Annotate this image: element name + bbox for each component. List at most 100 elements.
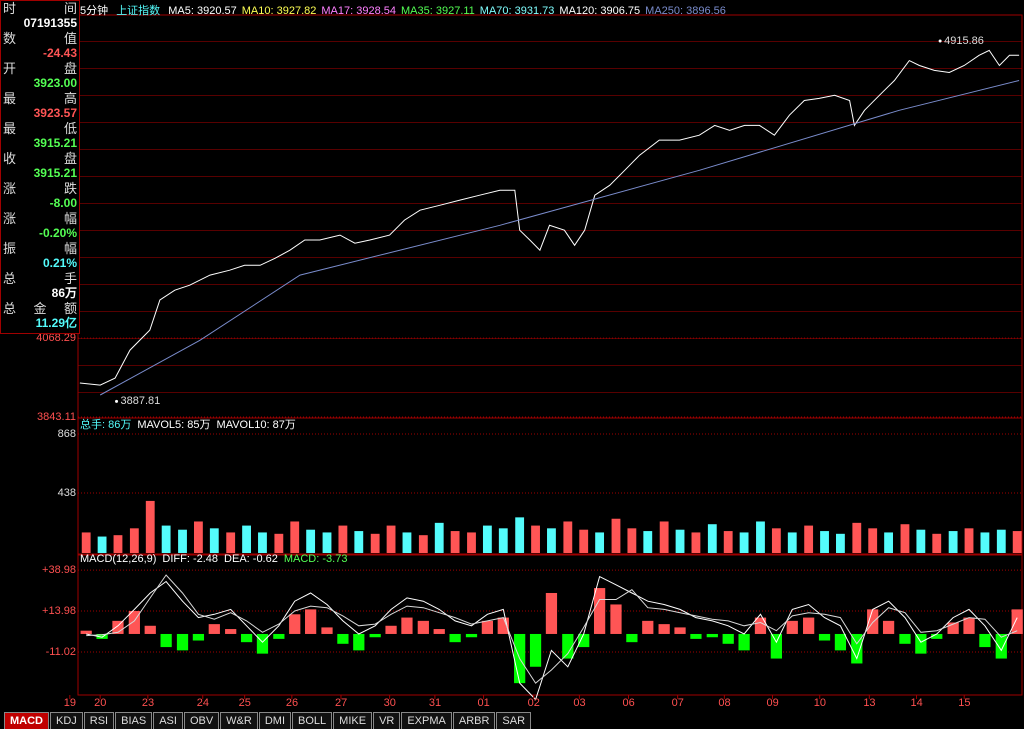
series-line	[86, 574, 1018, 684]
tab[interactable]: W&R	[220, 712, 258, 729]
info-row: 总手 86万	[1, 271, 79, 301]
panel-legend: MAVOL5: 85万	[137, 419, 210, 431]
macd-bar	[642, 620, 654, 634]
tab[interactable]: DMI	[258, 712, 292, 729]
y-tick-label: -11.02	[46, 646, 76, 658]
volume-bar	[434, 522, 444, 553]
panel-legend: MACD: -3.73	[284, 553, 348, 565]
macd-bar	[706, 633, 718, 638]
volume-bar	[691, 532, 701, 553]
x-tick-label: 24	[197, 697, 209, 709]
x-tick-label: 13	[863, 697, 875, 709]
volume-bar	[258, 532, 267, 553]
tab[interactable]: EXPMA	[401, 712, 452, 729]
info-label: 最低	[3, 121, 77, 136]
info-row: 振幅 0.21%	[1, 241, 79, 271]
macd-bar	[899, 633, 911, 644]
volume-bar	[916, 529, 926, 553]
volume-bar	[884, 532, 894, 553]
macd-bar	[529, 633, 542, 667]
volume-bar	[242, 525, 251, 553]
tab[interactable]: BOLL	[292, 712, 333, 729]
volume-bar	[274, 533, 284, 553]
volume-bar	[482, 525, 492, 553]
x-tick-label: 20	[94, 697, 106, 709]
volume-bar	[836, 533, 845, 553]
x-tick-label: 30	[384, 697, 396, 709]
volume-bar	[771, 528, 781, 553]
volume-bar	[515, 517, 525, 553]
macd-bar	[176, 633, 189, 651]
x-tick-label: 03	[573, 697, 585, 709]
x-tick-label: 06	[623, 697, 635, 709]
macd-bar	[449, 633, 461, 643]
macd-bar	[160, 633, 172, 648]
tab[interactable]: RSI	[83, 712, 115, 729]
macd-bar	[562, 633, 574, 659]
tab[interactable]: BIAS	[115, 712, 153, 729]
volume-bar	[804, 525, 814, 553]
volume-bar	[900, 524, 910, 553]
macd-bar	[417, 620, 429, 634]
macd-bar	[337, 633, 349, 644]
x-tick-label: 27	[335, 697, 347, 709]
price-frame	[77, 14, 1023, 419]
macd-bar	[690, 633, 702, 639]
tab[interactable]: SAR	[496, 712, 532, 729]
info-value: 3915.21	[33, 136, 77, 150]
volume-bar	[467, 532, 476, 553]
x-tick-label: 08	[718, 697, 730, 709]
macd-bar	[722, 633, 734, 644]
tab[interactable]: MIKE	[333, 712, 373, 729]
volume-bar	[547, 528, 556, 553]
volume-bar	[643, 531, 653, 553]
tab[interactable]: MACD	[4, 712, 49, 729]
info-label: 涨幅	[3, 211, 77, 226]
info-row: 总金额 11.29亿	[1, 301, 79, 331]
volume-bar	[418, 535, 428, 553]
macd-bar	[401, 617, 413, 634]
macd-bar	[770, 633, 782, 659]
tab[interactable]: OBV	[183, 712, 220, 729]
info-value: 86万	[51, 286, 77, 300]
y-tick-label: +38.98	[42, 564, 76, 576]
y-tick-label: 438	[58, 487, 76, 499]
volume-bar	[707, 524, 717, 553]
tab[interactable]: ARBR	[452, 712, 496, 729]
x-tick-label: 26	[286, 697, 298, 709]
info-label: 最高	[3, 91, 77, 106]
info-label: 总金额	[3, 301, 77, 316]
info-row: 涨跌 -8.00	[1, 181, 79, 211]
panel-legend: 总手: 86万	[80, 417, 131, 431]
volume-bar	[386, 525, 396, 553]
info-value: 3915.21	[33, 166, 77, 180]
panel-legend: MAVOL10: 87万	[217, 419, 296, 431]
volume-bar	[306, 529, 316, 553]
indicator-tabs: MACD KDJ RSI BIAS ASI OBV W&R DMI BOLL MIKE VR EXPM…	[4, 712, 532, 729]
volume-bar	[563, 521, 573, 553]
series-line	[99, 80, 1020, 396]
x-tick-label: 09	[767, 697, 779, 709]
macd-bar	[128, 611, 140, 634]
volume-bar	[948, 531, 958, 553]
volume-bar	[209, 528, 219, 553]
macd-bar	[385, 625, 397, 634]
info-label: 总手	[3, 271, 77, 286]
info-label: 振幅	[3, 241, 77, 256]
y-tick-label: +13.98	[42, 605, 76, 617]
volume-bar	[659, 521, 669, 553]
ma-value: MA120: 3906.75	[559, 5, 641, 17]
tab[interactable]: VR	[373, 712, 401, 729]
series-line	[86, 575, 1018, 701]
volume-bar	[322, 532, 332, 553]
tab[interactable]: ASI	[153, 712, 183, 729]
tab[interactable]: KDJ	[50, 712, 83, 729]
macd-bar	[273, 633, 285, 639]
info-value: 07191355	[23, 16, 77, 30]
info-value: 3923.57	[33, 106, 77, 120]
volume-bar	[595, 532, 605, 553]
x-tick-label: 02	[528, 697, 540, 709]
symbol: 上证指数	[116, 5, 161, 17]
macd-bar	[96, 633, 108, 639]
